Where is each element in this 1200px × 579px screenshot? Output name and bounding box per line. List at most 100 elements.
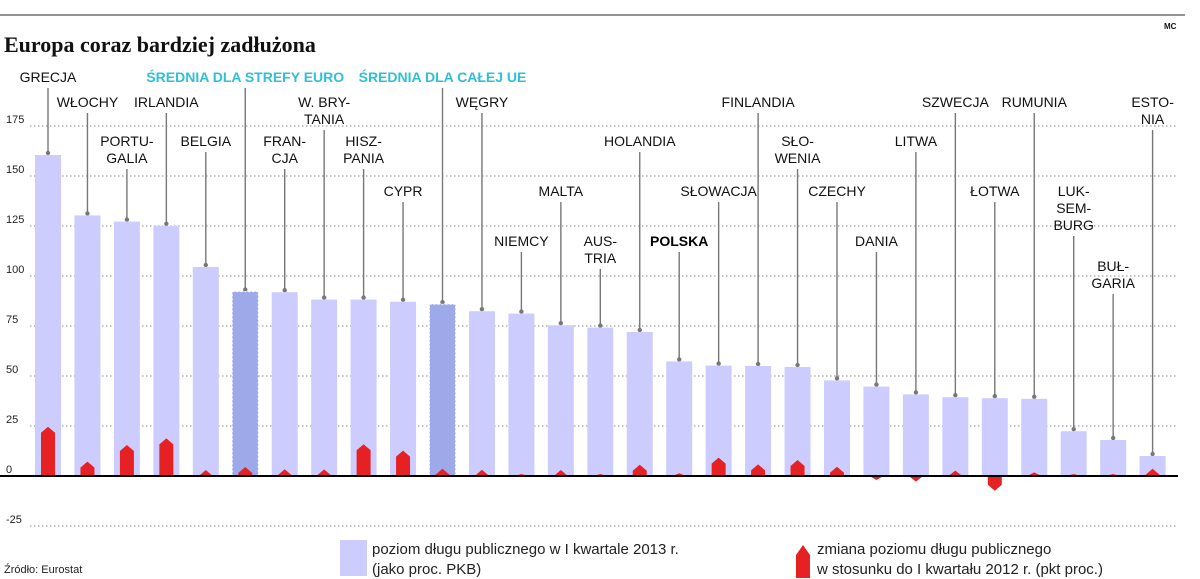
legend-debt-line2: (jako proc. PKB) xyxy=(372,561,481,578)
leader-dot xyxy=(913,390,919,395)
leader-dot xyxy=(1071,427,1076,432)
leader-dot xyxy=(243,287,248,292)
country-labels: GRECJA WŁOCHY PORTU-GALIA IRLANDIA BELGIA ŚRE… xyxy=(20,68,1175,291)
leader-dot xyxy=(400,297,406,302)
y-tick-label: 0 xyxy=(6,464,12,476)
leader-dot xyxy=(795,362,800,368)
y-tick-label: 50 xyxy=(6,364,18,376)
y-tick-label: -25 xyxy=(6,514,22,526)
country-label: CJA xyxy=(271,150,298,166)
change-marker xyxy=(908,476,923,482)
leader-dot xyxy=(1150,451,1155,457)
average-label: ŚREDNIA DLA STREFY EURO xyxy=(146,68,344,85)
leader-dot xyxy=(992,394,997,399)
change-marker xyxy=(159,438,174,476)
credit-mark: MC xyxy=(1164,22,1177,31)
country-label: NIA xyxy=(1141,111,1165,127)
debt-bar xyxy=(1021,398,1048,476)
debt-bar xyxy=(74,215,101,476)
debt-bar xyxy=(547,325,574,476)
change-marker xyxy=(435,468,450,476)
leader-dot xyxy=(361,295,366,300)
debt-bar xyxy=(271,292,298,476)
leader-dot xyxy=(519,309,524,314)
y-tick-label: 100 xyxy=(6,264,24,276)
change-marker xyxy=(41,426,55,476)
leader-dot xyxy=(874,382,879,387)
debt-bar xyxy=(192,267,219,476)
leader-dot xyxy=(282,288,287,293)
country-label: PANIA xyxy=(343,150,385,166)
country-label: WENIA xyxy=(775,150,822,166)
country-label: W. BRY- xyxy=(298,94,350,110)
legend-change-line1: zmiana poziomu długu publicznego xyxy=(817,541,1051,558)
leader-dot xyxy=(598,323,603,328)
change-marker xyxy=(751,464,766,476)
change-marker xyxy=(356,444,371,476)
leader-dot xyxy=(321,295,327,300)
leader-dot xyxy=(953,393,958,398)
country-label: IRLANDIA xyxy=(134,94,199,110)
change-marker xyxy=(632,464,647,476)
debt-bar xyxy=(824,380,850,476)
change-marker xyxy=(198,470,213,476)
country-label: GRECJA xyxy=(20,69,77,85)
leader-dot xyxy=(677,357,682,362)
debt-bar xyxy=(1060,431,1087,476)
y-tick-label: 75 xyxy=(6,314,18,326)
country-label: SŁO- xyxy=(781,133,814,149)
y-tick-label: 25 xyxy=(6,414,18,426)
y-axis-ticks: -25 0 25 50 75 100 125 150 175 xyxy=(6,114,24,526)
country-label: POLSKA xyxy=(650,233,708,249)
debt-bar xyxy=(981,398,1008,476)
y-tick-label: 125 xyxy=(6,214,24,226)
average-bar xyxy=(429,303,456,477)
country-label: CYPR xyxy=(384,183,423,199)
chart-title: Europa coraz bardziej zadłużona xyxy=(4,32,316,57)
legend-change-line2: w stosunku do I kwartału 2012 r. (pkt pr… xyxy=(816,561,1103,578)
country-label: SEM- xyxy=(1056,200,1091,216)
country-label: SZWECJA xyxy=(922,94,990,110)
debt-bar xyxy=(468,311,495,476)
country-label: RUMUNIA xyxy=(1002,94,1068,110)
change-marker xyxy=(119,445,134,476)
country-label: WĘGRY xyxy=(456,94,509,110)
leader-dot xyxy=(1032,394,1037,399)
country-label: GALIA xyxy=(106,150,148,166)
leader-dot xyxy=(85,211,90,216)
country-label: AUS- xyxy=(584,233,618,249)
debt-bar xyxy=(626,332,653,476)
debt-bar xyxy=(666,361,693,476)
country-label: DANIA xyxy=(855,233,898,249)
debt-bar xyxy=(863,386,890,476)
change-markers xyxy=(41,426,1160,491)
change-marker xyxy=(1145,468,1160,476)
change-marker xyxy=(474,469,489,476)
change-marker xyxy=(80,461,95,476)
change-marker xyxy=(238,467,253,476)
country-label: NIEMCY xyxy=(494,233,549,249)
country-label: LUK- xyxy=(1058,183,1090,199)
country-label: BURG xyxy=(1053,217,1093,233)
country-label: BELGIA xyxy=(181,133,232,149)
country-label: PORTU- xyxy=(100,133,154,149)
country-label: WŁOCHY xyxy=(57,94,119,110)
change-marker xyxy=(987,476,1002,491)
country-label: HOLANDIA xyxy=(604,133,676,149)
debt-bar xyxy=(1139,456,1166,476)
country-label: SŁOWACJA xyxy=(680,183,757,199)
country-label: LITWA xyxy=(895,133,938,149)
leader-dot xyxy=(637,327,642,333)
debt-bar xyxy=(153,225,180,476)
leader-dot xyxy=(1110,435,1116,441)
country-label: TANIA xyxy=(304,111,345,127)
average-label: ŚREDNIA DLA CAŁEJ UE xyxy=(359,68,527,85)
country-label: FRAN- xyxy=(263,133,306,149)
country-label: BUŁ- xyxy=(1097,258,1129,274)
y-tick-label: 175 xyxy=(6,114,24,126)
leader-dot xyxy=(479,307,485,312)
y-tick-label: 150 xyxy=(6,164,24,176)
leader-dot xyxy=(203,262,208,268)
country-label: ŁOTWA xyxy=(970,183,1020,199)
